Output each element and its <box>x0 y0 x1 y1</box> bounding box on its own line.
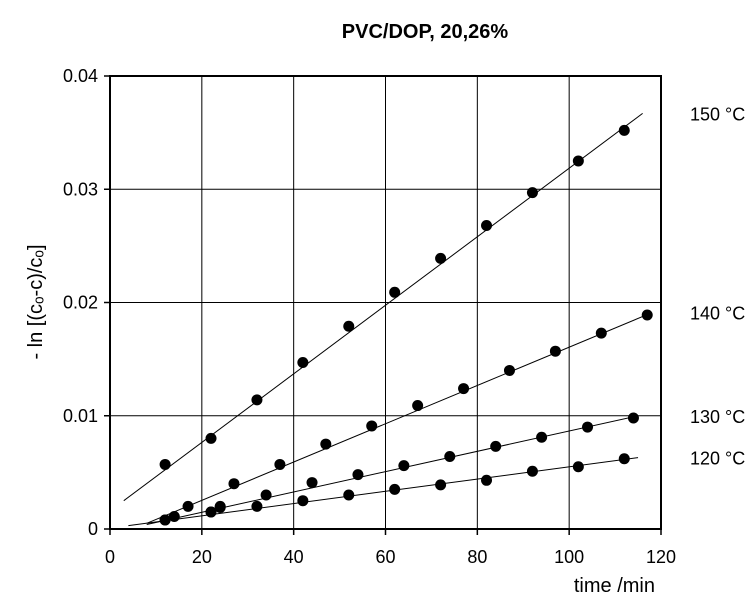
data-point <box>641 309 653 321</box>
data-point <box>320 438 332 450</box>
y-tick-label: 0.03 <box>63 179 98 199</box>
data-point <box>582 421 594 433</box>
x-axis-label: time /min <box>574 575 655 597</box>
x-tick-labels: 0 20 40 60 80 100 120 <box>105 547 676 567</box>
data-point <box>618 453 630 465</box>
data-point <box>398 460 410 472</box>
plot-area <box>109 75 662 530</box>
data-point <box>503 364 515 376</box>
y-tick-label: 0.02 <box>63 293 98 313</box>
data-point <box>343 320 355 332</box>
y-tick-label: 0.04 <box>63 66 98 86</box>
data-point <box>168 511 180 523</box>
data-point <box>251 394 263 406</box>
x-tick-label: 40 <box>284 547 304 567</box>
series-label: 150 °C <box>690 104 745 124</box>
x-tick-label: 120 <box>646 547 676 567</box>
grid <box>104 75 662 535</box>
data-point <box>251 500 263 512</box>
data-point <box>214 500 226 512</box>
data-point <box>458 383 470 395</box>
x-tick-label: 20 <box>192 547 212 567</box>
series-label: 130 °C <box>690 407 745 427</box>
y-tick-label: 0 <box>88 519 98 539</box>
data-point <box>481 219 493 231</box>
data-point <box>159 458 171 470</box>
data-point <box>306 477 318 489</box>
fit-lines <box>123 112 653 527</box>
data-point <box>389 286 401 298</box>
data-point <box>490 440 502 452</box>
data-point <box>481 474 493 486</box>
data-point <box>444 451 456 463</box>
x-tick-label: 0 <box>105 547 115 567</box>
data-point <box>435 479 447 491</box>
data-point <box>526 465 538 477</box>
data-point <box>536 431 548 443</box>
data-point <box>343 489 355 501</box>
series-labels: 150 °C 140 °C 130 °C 120 °C <box>690 104 745 468</box>
data-point <box>260 489 272 501</box>
data-point <box>297 495 309 507</box>
data-point <box>297 357 309 369</box>
fit-line <box>146 415 639 525</box>
data-point <box>572 155 584 167</box>
fit-line <box>128 457 639 527</box>
x-tick-label: 80 <box>467 547 487 567</box>
data-point <box>572 461 584 473</box>
data-point <box>389 483 401 495</box>
data-point <box>627 412 639 424</box>
data-point <box>205 506 217 518</box>
data-point <box>595 327 607 339</box>
data-point <box>435 252 447 264</box>
x-tick-label: 100 <box>554 547 584 567</box>
data-point <box>352 469 364 481</box>
chart-title: PVC/DOP, 20,26% <box>342 21 509 43</box>
data-point <box>618 124 630 136</box>
x-tick-label: 60 <box>375 547 395 567</box>
data-point <box>274 458 286 470</box>
data-point <box>412 400 424 412</box>
series-label: 140 °C <box>690 304 745 324</box>
data-point <box>366 420 378 432</box>
data-point <box>159 514 171 526</box>
data-point <box>228 478 240 490</box>
series-label: 120 °C <box>690 449 745 469</box>
data-points <box>159 124 653 526</box>
data-point <box>182 500 194 512</box>
data-point <box>526 187 538 199</box>
data-point <box>549 345 561 357</box>
y-tick-labels: 0 0.01 0.02 0.03 0.04 <box>63 66 98 539</box>
data-point <box>205 432 217 444</box>
y-axis-label: - ln [(cₒ-c)/cₒ] <box>25 244 47 359</box>
y-tick-label: 0.01 <box>63 406 98 426</box>
